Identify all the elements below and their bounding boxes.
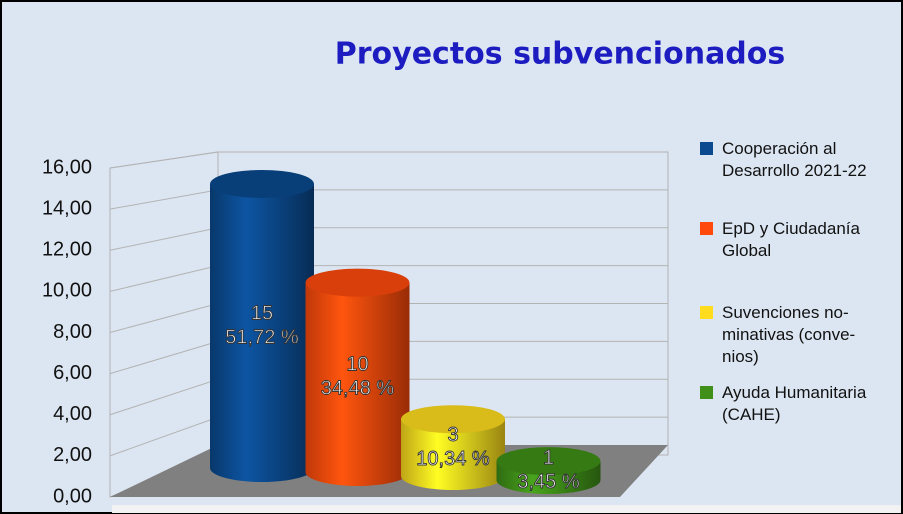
- y-tick-label: 0,00: [53, 485, 92, 507]
- bar: [305, 282, 410, 486]
- grid-line-side: [109, 265, 219, 292]
- legend-swatch: [700, 222, 713, 235]
- value-label: 1: [543, 447, 554, 469]
- legend-swatch: [700, 386, 713, 399]
- side-wall: [109, 151, 219, 498]
- grid-line-side: [109, 303, 219, 333]
- chart-title: Proyectos subvencionados: [335, 37, 786, 72]
- legend-swatch: [700, 142, 713, 155]
- legend-entry: Cooperación al Desarrollo 2021-22: [700, 138, 890, 182]
- grid-line-side: [109, 151, 219, 169]
- legend-entry: EpD y Ciudadanía Global: [700, 218, 890, 262]
- legend-label: Cooperación al Desarrollo 2021-22: [722, 139, 867, 180]
- bar-top: [496, 447, 601, 476]
- legend-label: Suvenciones no-minativas (conve-nios): [722, 303, 856, 366]
- y-tick-label: 8,00: [53, 321, 92, 343]
- legend-entry: Suvenciones no-minativas (conve-nios): [700, 302, 890, 368]
- percent-label: 51,72 %: [225, 326, 299, 348]
- bar-top: [305, 268, 410, 297]
- value-label: 10: [346, 354, 368, 376]
- y-tick-label: 10,00: [42, 280, 92, 302]
- bar-top: [401, 405, 505, 434]
- y-tick-label: 6,00: [53, 362, 92, 384]
- legend-swatch: [700, 306, 713, 319]
- bar: [401, 419, 505, 490]
- grid-line-side: [109, 189, 219, 210]
- grid-line-side: [109, 340, 219, 375]
- bar: [210, 183, 314, 482]
- legend-entry: Ayuda Humanitaria (CAHE): [700, 382, 890, 426]
- y-tick-label: 12,00: [42, 239, 92, 261]
- percent-label: 10,34 %: [416, 448, 490, 470]
- grid-line-side: [109, 227, 219, 251]
- percent-label: 3,45 %: [517, 471, 579, 493]
- grid-line-side: [109, 416, 219, 457]
- value-label: 3: [447, 424, 458, 446]
- legend-label: Ayuda Humanitaria (CAHE): [722, 383, 867, 424]
- bar-top: [210, 169, 314, 198]
- percent-label: 34,48 %: [321, 378, 395, 400]
- y-tick-label: 16,00: [42, 156, 92, 178]
- bottom-strip: [112, 505, 901, 513]
- value-label: 15: [251, 302, 273, 324]
- y-tick-label: 4,00: [53, 403, 92, 425]
- grid-line-side: [109, 378, 219, 416]
- y-tick-label: 14,00: [42, 197, 92, 219]
- legend-label: EpD y Ciudadanía Global: [722, 219, 860, 260]
- y-tick-label: 2,00: [53, 444, 92, 466]
